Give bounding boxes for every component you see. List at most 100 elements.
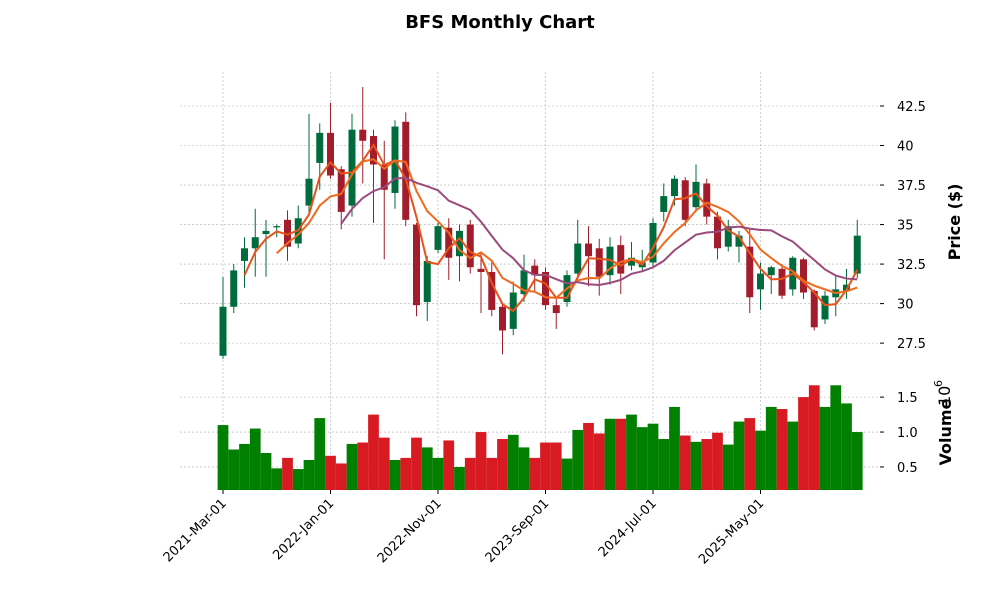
candle-body [413, 224, 420, 306]
candle-body [305, 178, 313, 206]
chart-title: BFS Monthly Chart [405, 12, 595, 33]
candle-body [219, 306, 227, 356]
candle-body [531, 265, 539, 276]
y-tick-label: 37.5 [897, 179, 926, 194]
candle-body [402, 121, 410, 220]
volume-bar [841, 403, 852, 490]
volume-bar [314, 418, 326, 490]
candle-body [423, 260, 431, 303]
volume-bar [765, 406, 777, 490]
volume-bar [486, 457, 498, 490]
candle-body [251, 237, 259, 249]
candle-body [488, 271, 496, 310]
candle-body [735, 235, 743, 247]
candle-body [477, 268, 485, 272]
volume-bar [636, 427, 648, 490]
volume-bar [583, 422, 594, 490]
multiplier-exponent: 6 [932, 380, 945, 387]
volume-bar [798, 397, 809, 490]
x-tick-label: 2025-May-01 [696, 496, 767, 567]
volume-bar [271, 468, 283, 490]
candle-body [434, 226, 442, 250]
volume-bar [464, 457, 476, 490]
y-tick-label: 32.5 [897, 258, 926, 273]
volume-bar [808, 385, 820, 490]
candle-body [746, 246, 754, 298]
volume-bar [432, 457, 444, 490]
candle-body [671, 178, 678, 197]
candle-body [617, 245, 625, 274]
y2-tick-label: 1.0 [897, 426, 918, 441]
volume-bar [389, 459, 401, 490]
candle-body [681, 180, 689, 220]
moving-average [340, 176, 858, 287]
candle-body [337, 169, 345, 212]
volume-bar [755, 430, 766, 490]
volume-bar [260, 452, 272, 490]
y-tick-label: 42.5 [897, 100, 926, 115]
volume-axis-label: Volume [936, 398, 955, 465]
candle-body [284, 219, 291, 247]
candle-body [703, 183, 711, 217]
y-tick-label: 30 [897, 298, 914, 313]
volume-bar [647, 423, 659, 490]
volume-bar [400, 457, 412, 490]
volume-bar [658, 439, 670, 490]
y2-tick-label: 0.5 [897, 461, 918, 476]
candle-body [724, 226, 732, 247]
candle-body [542, 271, 549, 306]
multiplier-base: 10 [935, 386, 954, 406]
x-tick-label: 2022-Nov-01 [375, 496, 445, 566]
volume-bar [378, 437, 390, 490]
volume-bar [776, 409, 788, 490]
candle-body [821, 295, 829, 320]
volume-bar [540, 442, 551, 490]
candle-body [585, 243, 592, 257]
volume-bar [346, 443, 358, 490]
volume-bar [421, 447, 433, 490]
volume-bar [669, 406, 680, 490]
volume-bar [368, 414, 379, 490]
candle-body [757, 273, 764, 290]
moving-average [276, 158, 858, 299]
volume-bar [572, 429, 584, 490]
volume-bar [475, 432, 487, 490]
volume-bar [325, 455, 336, 490]
price-axis-label: Price ($) [945, 184, 964, 261]
y-tick-label: 35 [897, 219, 914, 234]
volume-bar [615, 418, 627, 490]
volume-bar [507, 434, 519, 490]
volume-bar [529, 457, 541, 490]
volume-bar [443, 440, 455, 490]
x-tick-label: 2021-Mar-01 [161, 496, 230, 565]
candle-body [316, 132, 324, 163]
y2-tick-label: 1.5 [897, 391, 918, 406]
volume-bar [679, 435, 691, 490]
candle-body [273, 226, 281, 228]
volume-bar [249, 428, 261, 490]
candle-body [649, 222, 657, 263]
volume-bar [701, 439, 713, 490]
volume-bar [239, 443, 250, 490]
volume-bar [626, 414, 637, 490]
volume-bar [303, 459, 315, 490]
candle-body [660, 196, 668, 212]
candle-body [241, 248, 248, 261]
x-tick-label: 2022-Jan-01 [270, 496, 337, 563]
y-tick-label: 40 [897, 140, 914, 155]
volume-bar [690, 441, 702, 490]
volume-bar [561, 458, 573, 490]
volume-bar [787, 421, 799, 490]
candle-body [348, 129, 356, 206]
volume-bar [292, 469, 304, 490]
volume-bar [357, 442, 369, 490]
volume-bar [550, 442, 562, 490]
volume-bar [217, 425, 229, 490]
candle-body [574, 243, 582, 274]
candle-body [778, 268, 786, 296]
volume-bar [712, 432, 723, 490]
volume-bar [454, 466, 465, 490]
volume-multiplier: 10 6 [932, 380, 954, 406]
volume-bar [282, 457, 293, 490]
volume-bar [497, 439, 508, 490]
